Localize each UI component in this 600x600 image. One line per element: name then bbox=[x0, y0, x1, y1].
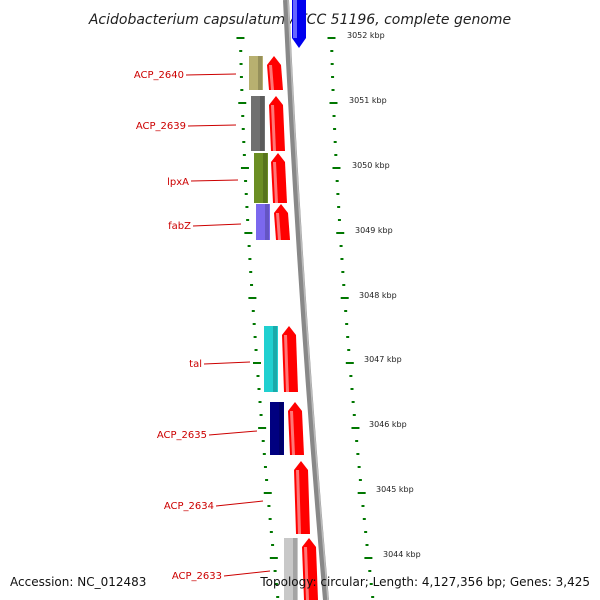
gene-block bbox=[270, 402, 284, 455]
label-line bbox=[203, 361, 251, 365]
gene-arrow-highlight bbox=[284, 335, 289, 392]
gene-arrow bbox=[274, 204, 290, 240]
scale-label: 3044 kbp bbox=[383, 550, 421, 559]
scale-label: 3046 kbp bbox=[369, 420, 407, 429]
gene-arrow-highlight bbox=[269, 65, 274, 90]
scale-label: 3045 kbp bbox=[376, 485, 414, 494]
scale-label: 3052 kbp bbox=[347, 31, 385, 40]
label-line bbox=[192, 223, 242, 227]
gene-arrows bbox=[267, 56, 318, 600]
scale-label: 3051 kbp bbox=[349, 96, 387, 105]
accession-text: Accession: NC_012483 bbox=[10, 575, 146, 589]
gene-arrow bbox=[267, 56, 283, 90]
gene-label: ACP_2639 bbox=[136, 121, 186, 132]
gene-label: ACP_2640 bbox=[134, 70, 184, 81]
gene-block bbox=[256, 204, 270, 240]
label-line bbox=[208, 430, 258, 436]
scale-labels: 3052 kbp 3051 kbp 3050 kbp 3049 kbp 3048… bbox=[347, 31, 421, 559]
gene-block bbox=[251, 96, 265, 151]
label-line bbox=[190, 179, 239, 182]
label-line bbox=[187, 124, 237, 127]
gene-block-shade bbox=[265, 204, 269, 240]
gene-arrow bbox=[288, 402, 304, 455]
gene-arrow-highlight bbox=[304, 547, 309, 600]
inner-ticks bbox=[236, 37, 280, 598]
label-line bbox=[223, 570, 271, 577]
gene-label: fabZ bbox=[168, 221, 191, 232]
top-blue-arrow bbox=[292, 0, 306, 48]
genome-backbone-highlight bbox=[287, 0, 329, 600]
gene-label: ACP_2633 bbox=[172, 571, 222, 582]
gene-arrow-highlight bbox=[271, 105, 276, 151]
gene-block bbox=[284, 538, 298, 600]
gene-label: lpxA bbox=[167, 177, 189, 188]
gene-label: tal bbox=[189, 359, 202, 370]
gene-arrow bbox=[271, 153, 287, 203]
label-line bbox=[185, 73, 237, 76]
topology-text: Topology: circular; Length: 4,127,356 bp… bbox=[259, 575, 590, 589]
gene-block bbox=[254, 153, 268, 203]
label-line bbox=[215, 500, 264, 507]
gene-arrow-highlight bbox=[273, 162, 278, 203]
gene-block-shade bbox=[279, 402, 283, 455]
gene-block-shade bbox=[293, 538, 297, 600]
gene-block-shade bbox=[273, 326, 277, 392]
scale-label: 3048 kbp bbox=[359, 291, 397, 300]
gene-blocks bbox=[249, 56, 298, 600]
gene-arrow-highlight bbox=[296, 470, 301, 534]
gene-arrow-highlight bbox=[290, 411, 295, 455]
scale-label: 3050 kbp bbox=[352, 161, 390, 170]
gene-arrow-highlight bbox=[276, 213, 281, 240]
gene-label: ACP_2635 bbox=[157, 430, 207, 441]
gene-block-shade bbox=[258, 56, 262, 90]
gene-labels: ACP_2640 ACP_2639 lpxA fabZ tal ACP_2635… bbox=[134, 70, 271, 582]
scale-label: 3047 kbp bbox=[364, 355, 402, 364]
genome-backbone bbox=[283, 0, 329, 600]
gene-label: ACP_2634 bbox=[164, 501, 214, 512]
gene-block-shade bbox=[260, 96, 264, 151]
gene-block-shade bbox=[263, 153, 267, 203]
gene-block bbox=[264, 326, 278, 392]
scale-label: 3049 kbp bbox=[355, 226, 393, 235]
outer-ticks bbox=[327, 37, 375, 598]
gene-block bbox=[249, 56, 263, 90]
gene-arrow bbox=[269, 96, 285, 151]
